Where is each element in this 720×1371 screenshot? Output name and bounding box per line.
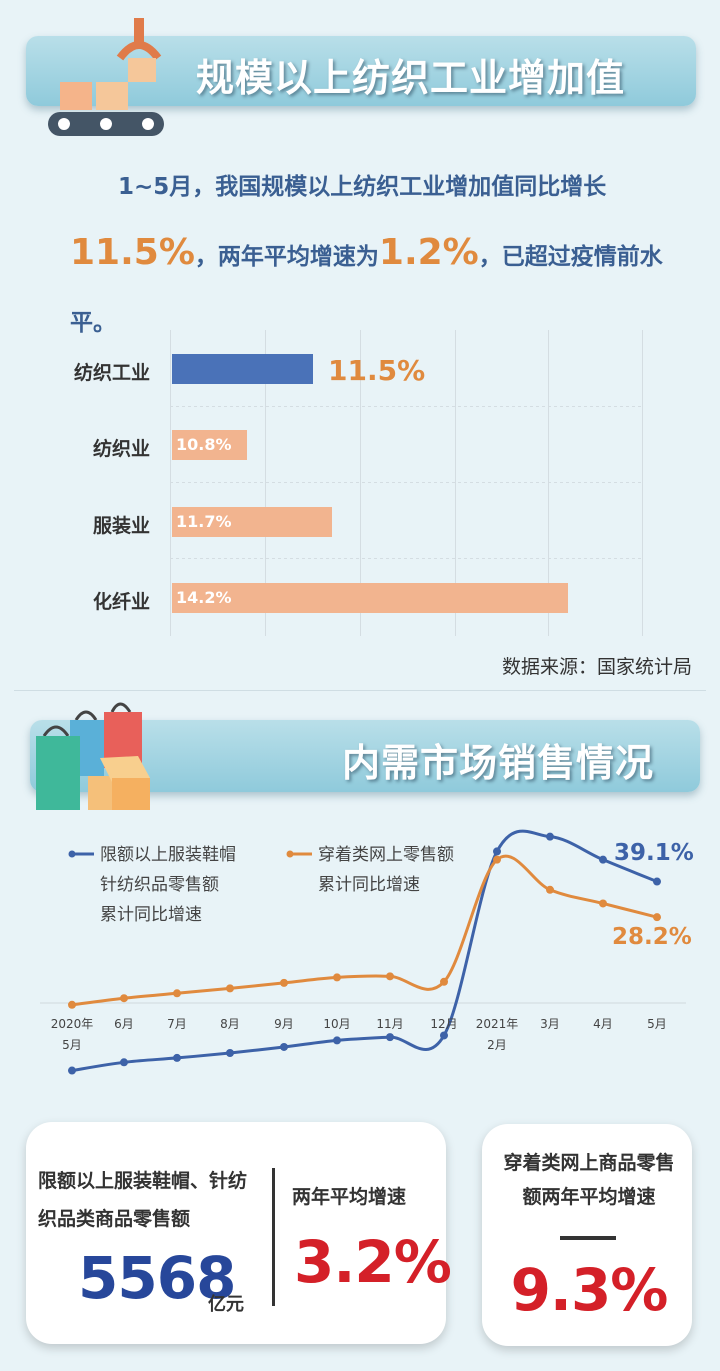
online-divider xyxy=(560,1236,616,1240)
retail-unit: 亿元 xyxy=(208,1294,244,1315)
data-point xyxy=(226,1048,234,1057)
data-point xyxy=(493,855,501,864)
data-point xyxy=(440,977,448,986)
line-chart: 限额以上服装鞋帽 针纺织品零售额 累计同比增速 穿着类网上零售额 累计同比增速 … xyxy=(40,829,694,1075)
data-point xyxy=(120,1058,128,1067)
grid-line xyxy=(170,330,171,636)
data-point xyxy=(440,1031,448,1040)
legend-series-2-line: 穿着类网上零售额 xyxy=(318,845,454,865)
data-point xyxy=(653,913,661,922)
bar-value-label: 11.5% xyxy=(328,354,426,387)
intro-paragraph: 1~5月，我国规模以上纺织工业增加值同比增长 11.5%，两年平均增速为1.2%，… xyxy=(70,154,670,356)
retail-value: 5568 xyxy=(78,1244,236,1312)
shopping-bags-icon xyxy=(34,694,164,819)
x-tick-label: 6月 xyxy=(114,1017,134,1031)
online-title: 穿着类网上商品零售额两年平均增速 xyxy=(503,1152,675,1208)
data-point xyxy=(120,994,128,1003)
intro-text-2: ，两年平均增速为 xyxy=(194,244,379,270)
x-tick-label: 5月 xyxy=(647,1017,667,1031)
bar-chemical-fiber: 14.2% xyxy=(172,583,568,613)
grid-line xyxy=(170,482,642,483)
intro-value-2: 1.2% xyxy=(378,232,479,273)
grid-line xyxy=(360,330,361,636)
online-value: 9.3% xyxy=(510,1256,669,1324)
data-point xyxy=(173,1053,181,1062)
retail-title: 限额以上服装鞋帽、针纺织品类商品零售额 xyxy=(38,1170,248,1230)
x-tick-label: 9月 xyxy=(274,1017,294,1031)
bar-chart: 纺织工业 11.5% 纺织业 10.8% 服装业 11.7% 化纤业 14.2% xyxy=(0,330,720,640)
legend-series-1-line: 针纺织品零售额 xyxy=(100,875,219,895)
series-end-label: 39.1% xyxy=(614,840,694,866)
avg-growth-title: 两年平均增速 xyxy=(292,1186,407,1208)
x-tick-label: 4月 xyxy=(593,1017,613,1031)
legend-series-1: 限额以上服装鞋帽 针纺织品零售额 累计同比增速 xyxy=(100,845,241,925)
legend-marker xyxy=(68,850,76,858)
data-point xyxy=(68,1000,76,1009)
x-tick-label: 3月 xyxy=(540,1017,560,1031)
legend-series-1-line: 限额以上服装鞋帽 xyxy=(100,845,236,865)
x-tick-label: 10月 xyxy=(323,1017,350,1031)
section-divider xyxy=(14,690,706,691)
intro-text-3: ，已超过疫情前水平。 xyxy=(70,244,663,336)
grid-line xyxy=(455,330,456,636)
bar-apparel: 11.7% xyxy=(172,507,332,537)
online-stats-card xyxy=(482,1124,692,1346)
legend-marker xyxy=(286,850,294,858)
avg-growth-value: 3.2% xyxy=(294,1228,452,1296)
legend-series-2-line: 累计同比增速 xyxy=(318,875,420,895)
bar-value-label: 11.7% xyxy=(176,512,232,531)
data-point xyxy=(493,847,501,856)
grid-line xyxy=(642,330,643,636)
x-tick-label: 2020年 5月 xyxy=(51,1017,94,1052)
data-point xyxy=(653,877,661,886)
x-tick-label: 7月 xyxy=(167,1017,187,1031)
data-point xyxy=(386,972,394,981)
bar-value-label: 14.2% xyxy=(176,588,232,607)
retail-stats-card xyxy=(26,1122,446,1344)
intro-value-1: 11.5% xyxy=(70,232,195,273)
x-tick-label: 8月 xyxy=(220,1017,240,1031)
card-divider xyxy=(272,1168,275,1306)
data-point xyxy=(599,855,607,864)
section2-title: 内需市场销售情况 xyxy=(342,741,655,785)
conveyor-box-icon xyxy=(42,18,172,143)
data-point xyxy=(333,973,341,982)
series-end-label: 28.2% xyxy=(612,924,692,950)
grid-line xyxy=(170,406,642,407)
x-tick-label: 2021年 2月 xyxy=(476,1017,519,1052)
data-point xyxy=(546,885,554,894)
data-source: 数据来源：国家统计局 xyxy=(501,656,692,678)
data-point xyxy=(68,1066,76,1075)
data-point xyxy=(333,1036,341,1045)
x-tick-label: 12月 xyxy=(430,1017,457,1031)
grid-line xyxy=(170,558,642,559)
data-point xyxy=(173,989,181,998)
grid-line xyxy=(265,330,266,636)
bar-label: 纺织业 xyxy=(92,438,150,460)
data-point xyxy=(386,1033,394,1042)
bar-textile: 10.8% xyxy=(172,430,247,460)
bar-label: 服装业 xyxy=(92,515,150,537)
data-point xyxy=(280,978,288,987)
bar-textile-industry xyxy=(172,354,313,384)
legend-series-1-line: 累计同比增速 xyxy=(100,905,202,925)
legend-series-2: 穿着类网上零售额 累计同比增速 xyxy=(318,845,459,895)
bar-label: 纺织工业 xyxy=(73,362,150,384)
data-point xyxy=(226,984,234,993)
bar-label: 化纤业 xyxy=(92,591,150,613)
data-point xyxy=(280,1042,288,1051)
series-line-1 xyxy=(71,829,658,1073)
section1-title: 规模以上纺织工业增加值 xyxy=(196,56,626,100)
data-point xyxy=(546,832,554,841)
data-point xyxy=(599,899,607,908)
grid-line xyxy=(548,330,549,636)
bar-value-label: 10.8% xyxy=(176,435,232,454)
intro-text-1: 1~5月，我国规模以上纺织工业增加值同比增长 xyxy=(118,174,607,200)
x-tick-label: 11月 xyxy=(376,1017,403,1031)
